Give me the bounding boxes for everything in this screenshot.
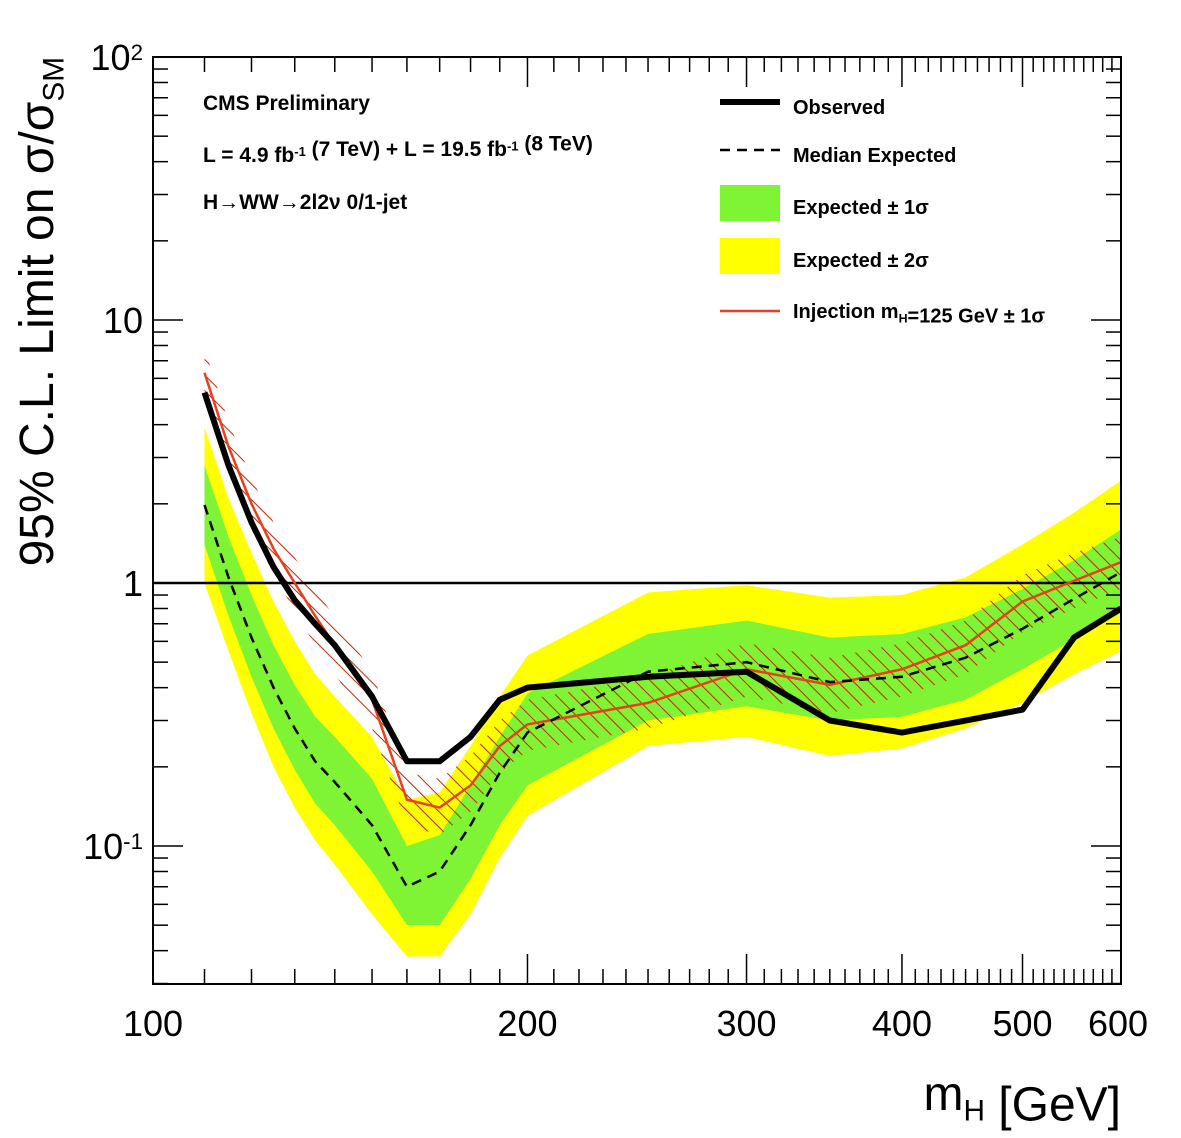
legend-label-observed: Observed xyxy=(793,97,885,119)
legend-label-two_sigma: Expected ± 2σ xyxy=(793,250,929,272)
x-axis-tick-labels: 100 200 300 400 500 600 xyxy=(123,1003,1148,1044)
x-tick-label: 300 xyxy=(716,1003,776,1044)
y-tick-label: 1 xyxy=(123,563,143,604)
x-tick-label: 600 xyxy=(1088,1003,1148,1044)
legend-item-expected: Median Expected xyxy=(720,145,956,167)
x-tick-label: 500 xyxy=(992,1003,1052,1044)
annotation-lumi: L = 4.9 fb-1 (7 TeV) + L = 19.5 fb-1 (8 … xyxy=(203,132,593,167)
legend-item-observed: Observed xyxy=(720,97,885,119)
observed-line xyxy=(201,391,1121,765)
y-axis-title: 95% C.L. Limit on σ/σSM xyxy=(11,57,70,566)
x-axis-title: mH [GeV] xyxy=(923,1068,1121,1131)
legend-swatch-2sigma xyxy=(720,238,780,274)
y-axis-ticks xyxy=(153,56,1121,985)
legend-label-expected: Median Expected xyxy=(793,145,956,167)
annotation-experiment: CMS Preliminary xyxy=(203,92,370,115)
legend: Observed Median Expected Expected ± 1σ Expe… xyxy=(720,97,1045,327)
legend-label-one_sigma: Expected ± 1σ xyxy=(793,197,929,219)
x-tick-label: 200 xyxy=(497,1003,557,1044)
plot-frame xyxy=(152,56,1122,985)
legend-label-injection: Injection mH=125 GeV ± 1σ xyxy=(793,301,1045,327)
y-tick-label: 102 xyxy=(91,37,143,78)
legend-item-injection: Injection mH=125 GeV ± 1σ xyxy=(720,301,1045,327)
y-axis-tick-labels: 10-1 1 10 102 xyxy=(83,37,143,867)
legend-item-two_sigma: Expected ± 2σ xyxy=(720,238,929,274)
legend-item-one_sigma: Expected ± 1σ xyxy=(720,185,929,221)
x-tick-label: 100 xyxy=(123,1003,183,1044)
annotation-block: CMS Preliminary L = 4.9 fb-1 (7 TeV) + L … xyxy=(203,92,593,214)
injection-line xyxy=(203,372,1121,809)
y-tick-label: 10-1 xyxy=(83,826,143,867)
plot-area xyxy=(153,348,1121,957)
median-expected-line xyxy=(203,504,1121,889)
x-tick-label: 400 xyxy=(872,1003,932,1044)
annotation-channel: H→WW→2l2ν 0/1-jet xyxy=(203,191,407,214)
y-tick-label: 10 xyxy=(103,300,143,341)
legend-swatch-1sigma xyxy=(720,185,780,221)
